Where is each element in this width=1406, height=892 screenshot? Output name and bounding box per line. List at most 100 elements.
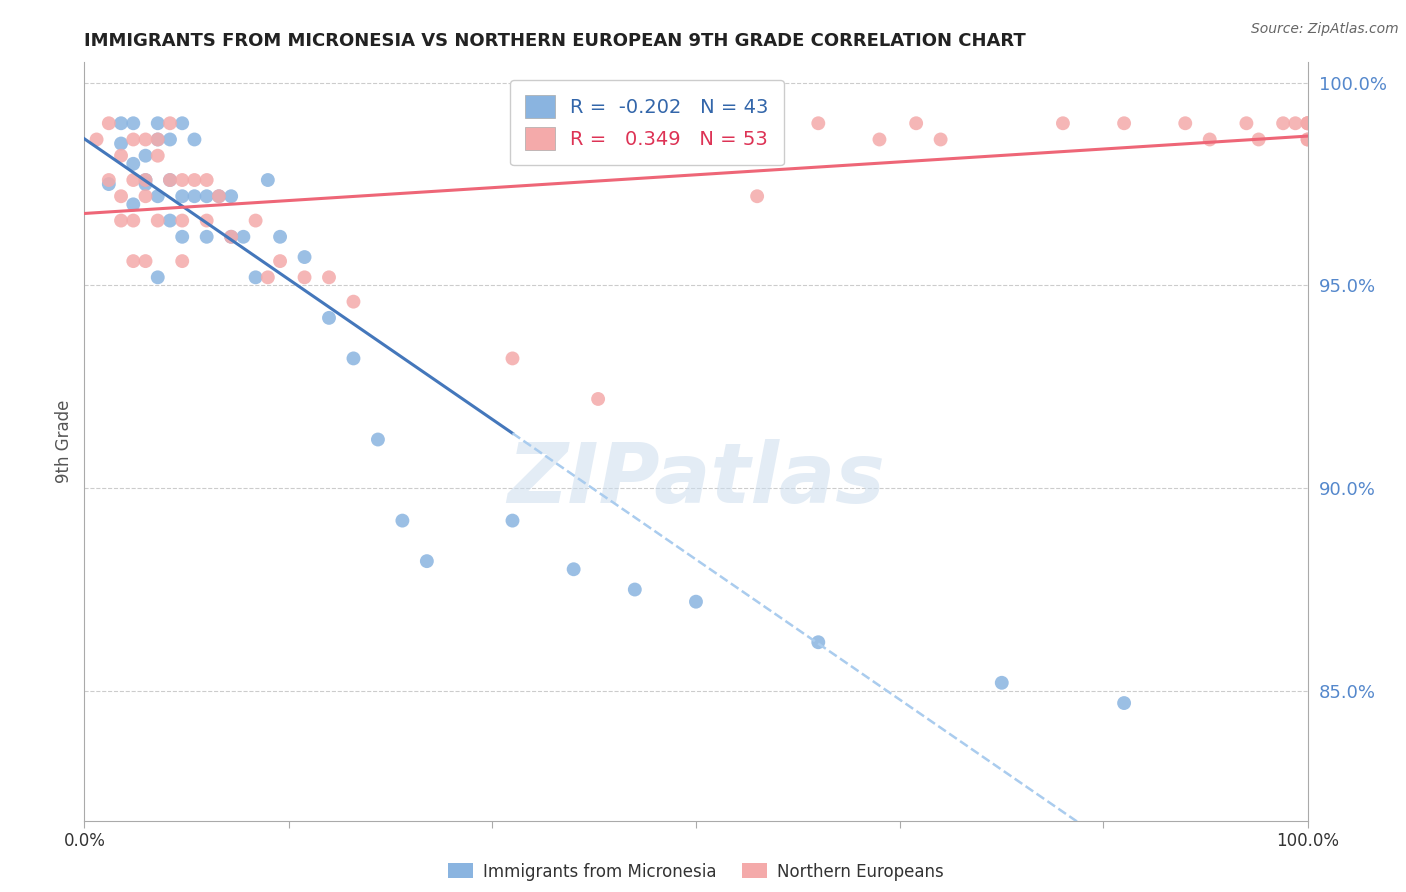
Legend: Immigrants from Micronesia, Northern Europeans: Immigrants from Micronesia, Northern Eur…	[449, 863, 943, 880]
Point	[391, 514, 413, 528]
Point	[586, 392, 609, 406]
Point	[807, 635, 830, 649]
Point	[122, 254, 145, 268]
Point	[172, 229, 194, 244]
Point	[183, 173, 205, 187]
Point	[1296, 116, 1319, 130]
Point	[110, 149, 132, 163]
Point	[318, 310, 340, 325]
Point	[342, 351, 364, 366]
Point	[135, 132, 157, 146]
Point	[110, 116, 132, 130]
Point	[135, 177, 157, 191]
Y-axis label: 9th Grade: 9th Grade	[55, 400, 73, 483]
Point	[1272, 116, 1295, 130]
Point	[747, 189, 769, 203]
Point	[146, 189, 169, 203]
Point	[219, 189, 242, 203]
Point	[416, 554, 439, 568]
Point	[97, 173, 120, 187]
Point	[245, 270, 267, 285]
Point	[122, 173, 145, 187]
Point	[97, 177, 120, 191]
Point	[159, 173, 181, 187]
Point	[318, 270, 340, 285]
Point	[929, 132, 952, 146]
Point	[172, 189, 194, 203]
Point	[1174, 116, 1197, 130]
Point	[1296, 116, 1319, 130]
Point	[146, 270, 169, 285]
Point	[122, 213, 145, 227]
Point	[172, 173, 194, 187]
Point	[135, 173, 157, 187]
Point	[159, 132, 181, 146]
Point	[502, 351, 524, 366]
Point	[208, 189, 231, 203]
Text: Source: ZipAtlas.com: Source: ZipAtlas.com	[1251, 22, 1399, 37]
Point	[159, 116, 181, 130]
Point	[257, 270, 280, 285]
Point	[172, 213, 194, 227]
Point	[1296, 132, 1319, 146]
Point	[172, 116, 194, 130]
Point	[146, 149, 169, 163]
Point	[146, 213, 169, 227]
Point	[1296, 116, 1319, 130]
Point	[122, 157, 145, 171]
Point	[183, 189, 205, 203]
Point	[257, 173, 280, 187]
Point	[502, 514, 524, 528]
Point	[342, 294, 364, 309]
Point	[195, 189, 218, 203]
Point	[146, 132, 169, 146]
Point	[269, 229, 291, 244]
Point	[1284, 116, 1306, 130]
Point	[1198, 132, 1220, 146]
Point	[86, 132, 108, 146]
Point	[97, 116, 120, 130]
Point	[208, 189, 231, 203]
Point	[146, 116, 169, 130]
Point	[624, 582, 647, 597]
Point	[122, 197, 145, 211]
Text: IMMIGRANTS FROM MICRONESIA VS NORTHERN EUROPEAN 9TH GRADE CORRELATION CHART: IMMIGRANTS FROM MICRONESIA VS NORTHERN E…	[84, 32, 1026, 50]
Point	[1247, 132, 1270, 146]
Point	[1296, 132, 1319, 146]
Point	[159, 213, 181, 227]
Point	[135, 254, 157, 268]
Point	[135, 189, 157, 203]
Point	[122, 132, 145, 146]
Point	[1236, 116, 1258, 130]
Point	[562, 562, 585, 576]
Point	[991, 675, 1014, 690]
Point	[1052, 116, 1074, 130]
Point	[183, 132, 205, 146]
Text: ZIPatlas: ZIPatlas	[508, 439, 884, 520]
Point	[110, 189, 132, 203]
Point	[367, 433, 389, 447]
Point	[195, 173, 218, 187]
Point	[1114, 116, 1136, 130]
Point	[269, 254, 291, 268]
Point	[807, 116, 830, 130]
Point	[232, 229, 254, 244]
Point	[219, 229, 242, 244]
Point	[122, 116, 145, 130]
Point	[685, 595, 707, 609]
Point	[294, 250, 316, 264]
Point	[294, 270, 316, 285]
Point	[135, 173, 157, 187]
Point	[869, 132, 891, 146]
Point	[159, 173, 181, 187]
Point	[110, 213, 132, 227]
Point	[245, 213, 267, 227]
Point	[195, 229, 218, 244]
Point	[135, 149, 157, 163]
Point	[195, 213, 218, 227]
Point	[1114, 696, 1136, 710]
Point	[146, 132, 169, 146]
Point	[905, 116, 928, 130]
Point	[219, 229, 242, 244]
Point	[110, 136, 132, 151]
